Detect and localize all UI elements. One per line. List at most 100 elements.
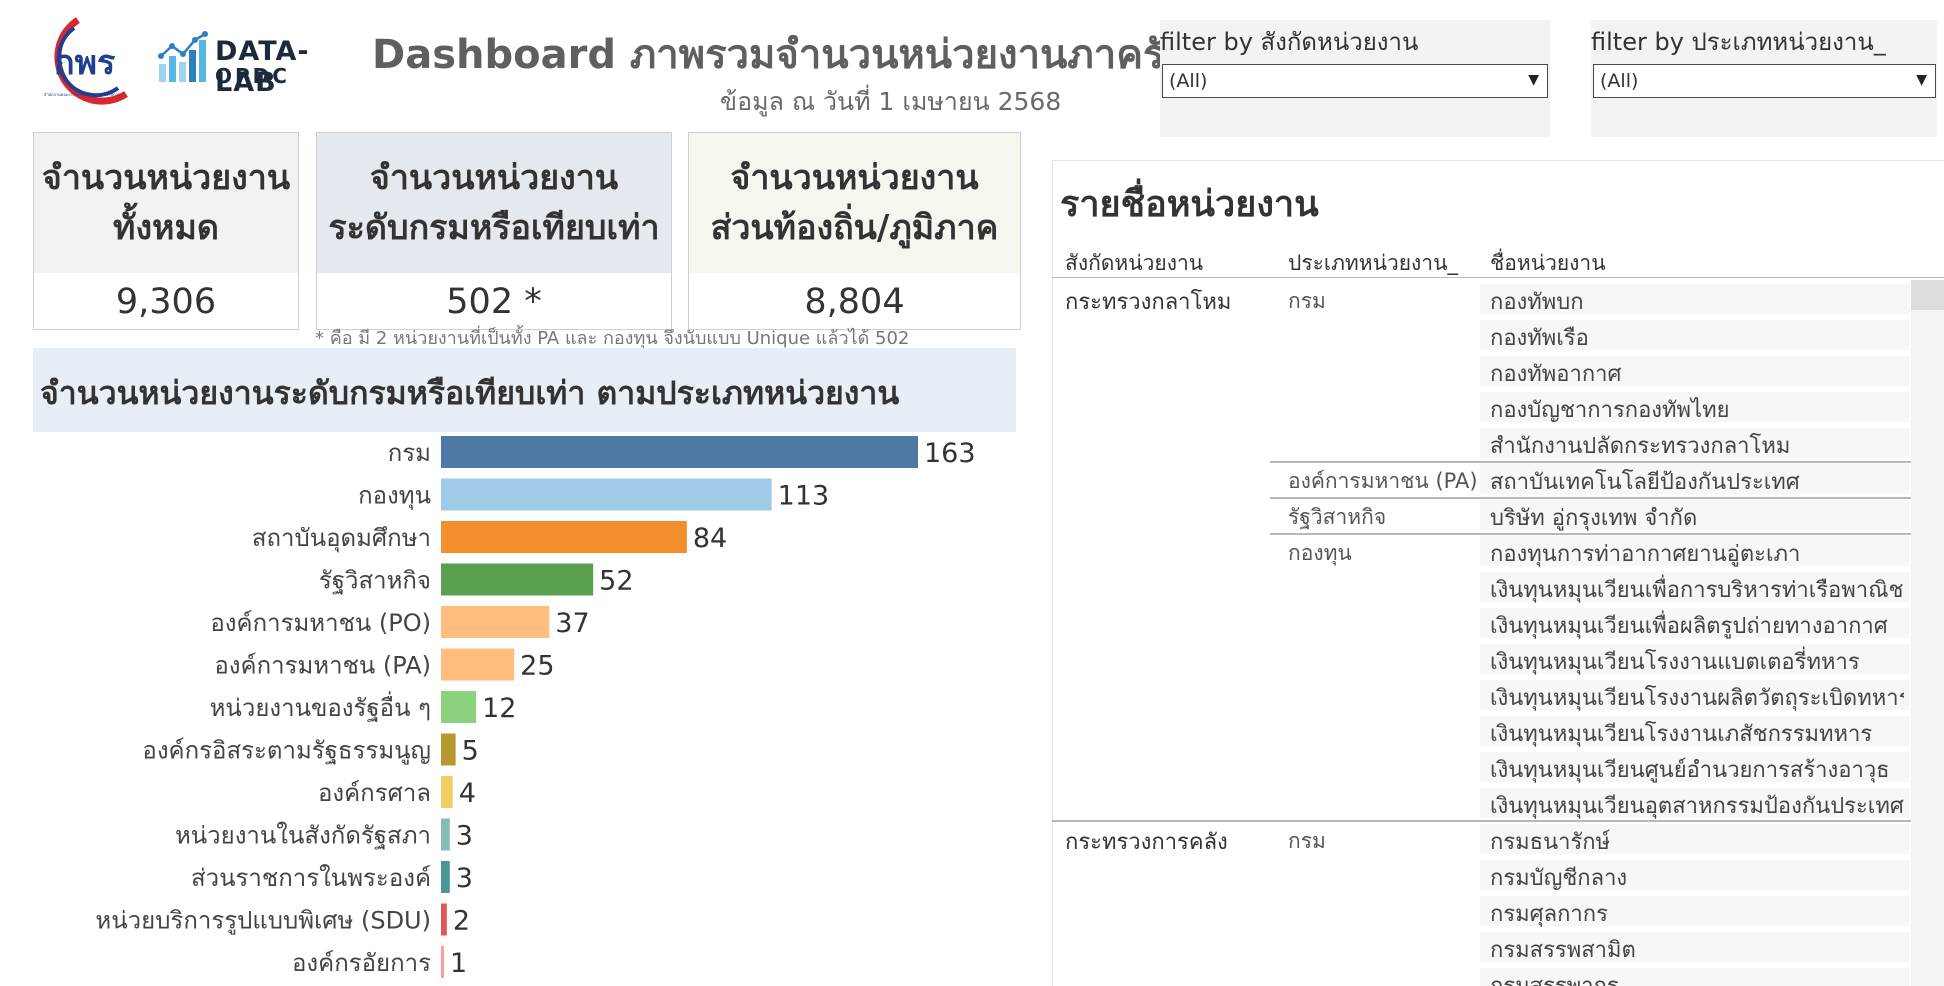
ocpd-logo-text: กพร: [54, 43, 116, 83]
kpi-local-title-2: ส่วนท้องถิ่น/ภูมิภาค: [711, 203, 999, 253]
bar-value-label: 163: [924, 438, 976, 469]
kpi-total-title-1: จำนวนหน่วยงาน: [42, 153, 290, 203]
bar[interactable]: [441, 564, 593, 596]
cell-unit-name[interactable]: สถาบันเทคโนโลยีป้องกันประเทศ: [1490, 464, 1904, 499]
bar-category-label: ส่วนราชการในพระองค์: [191, 864, 431, 892]
chart-title: จำนวนหน่วยงานระดับกรมหรือเทียบเท่า ตามปร…: [40, 368, 899, 419]
bar[interactable]: [441, 436, 918, 468]
cell-type: กรม: [1288, 285, 1326, 318]
cell-unit-name[interactable]: กองทัพบก: [1490, 284, 1904, 319]
column-header-name[interactable]: ชื่อหน่วยงาน: [1490, 247, 1606, 280]
cell-unit-name[interactable]: เงินทุนหมุนเวียนเพื่อการบริหารท่าเรือพาณ…: [1490, 572, 1904, 607]
cell-unit-name[interactable]: กองบัญชาการกองทัพไทย: [1490, 392, 1904, 427]
datalab-subtitle: OPDC: [215, 64, 290, 88]
cell-unit-name[interactable]: เงินทุนหมุนเวียนโรงงานแบตเตอรี่ทหาร: [1490, 644, 1904, 679]
bar-category-label: รัฐวิสาหกิจ: [319, 567, 431, 595]
bar[interactable]: [441, 776, 453, 808]
type-separator: [1270, 533, 1911, 535]
bar-category-label: กรม: [388, 439, 431, 467]
unit-list-title: รายชื่อหน่วยงาน: [1060, 175, 1319, 232]
bar[interactable]: [441, 861, 450, 893]
bar[interactable]: [441, 819, 450, 851]
cell-type: กรม: [1288, 825, 1326, 858]
dropdown-arrow-icon: ▼: [1528, 72, 1539, 88]
bar-chart: กรม 163 กองทุน 113 สถาบันอุดมศึกษา 84 รัฐวิสาห…: [33, 432, 1016, 986]
ocpd-logo: กพร สำนักงานคณะกรรมการพัฒนาระบบราชการ: [34, 16, 146, 108]
table-scrollbar[interactable]: [1911, 280, 1944, 986]
header-divider: [1052, 277, 1944, 278]
bar-value-label: 2: [453, 906, 470, 937]
type-separator: [1270, 461, 1911, 463]
cell-affiliation: กระทรวงกลาโหม: [1065, 284, 1231, 319]
bar-value-label: 5: [462, 736, 479, 767]
cell-unit-name[interactable]: เงินทุนหมุนเวียนโรงงานเภสัชกรรมทหาร: [1490, 716, 1904, 751]
cell-unit-name[interactable]: กรมสรรพากร: [1490, 968, 1904, 986]
column-header-affiliation[interactable]: สังกัดหน่วยงาน: [1065, 247, 1203, 280]
page-title: Dashboard ภาพรวมจำนวนหน่วยงานภาครัฐ: [372, 22, 1164, 86]
cell-affiliation: กระทรวงการคลัง: [1065, 824, 1228, 859]
bar-value-label: 52: [599, 566, 633, 597]
column-header-type[interactable]: ประเภทหน่วยงาน_: [1288, 247, 1458, 280]
bar-category-label: องค์การมหาชน (PO): [210, 609, 431, 637]
ocpd-logo-caption: สำนักงานคณะกรรมการพัฒนาระบบราชการ: [44, 92, 121, 97]
cell-unit-name[interactable]: บริษัท อู่กรุงเทพ จำกัด: [1490, 500, 1904, 535]
kpi-total-title-2: ทั้งหมด: [113, 203, 219, 253]
bar-category-label: หน่วยงานในสังกัดรัฐสภา: [175, 822, 431, 850]
cell-type: กองทุน: [1288, 537, 1352, 570]
page-subtitle: ข้อมูล ณ วันที่ 1 เมษายน 2568: [720, 82, 1061, 122]
group-separator: [1052, 820, 1911, 822]
cell-unit-name[interactable]: กรมธนารักษ์: [1490, 824, 1904, 859]
bar-category-label: สถาบันอุดมศึกษา: [252, 524, 431, 553]
cell-unit-name[interactable]: เงินทุนหมุนเวียนศูนย์อำนวยการสร้างอาวุธ: [1490, 752, 1904, 787]
bar-category-label: หน่วยงานของรัฐอื่น ๆ: [210, 691, 431, 722]
filter-affiliation-value: (All): [1169, 70, 1207, 92]
bar-category-label: องค์การมหาชน (PA): [214, 652, 431, 680]
kpi-total: จำนวนหน่วยงาน ทั้งหมด 9,306: [33, 132, 299, 330]
bar-value-label: 12: [482, 693, 516, 724]
bar-value-label: 4: [459, 778, 476, 809]
kpi-local: จำนวนหน่วยงาน ส่วนท้องถิ่น/ภูมิภาค 8,804: [688, 132, 1021, 330]
filter-type-value: (All): [1600, 70, 1638, 92]
filter-affiliation-dropdown[interactable]: (All) ▼: [1162, 64, 1548, 98]
bar-value-label: 3: [456, 821, 473, 852]
filter-type-dropdown[interactable]: (All) ▼: [1593, 64, 1936, 98]
bar-category-label: องค์กรศาล: [318, 779, 431, 807]
filter-type: filter by ประเภทหน่วยงาน_ (All) ▼: [1591, 20, 1937, 137]
bar-value-label: 25: [520, 651, 554, 682]
bar[interactable]: [441, 606, 549, 638]
kpi-department: จำนวนหน่วยงาน ระดับกรมหรือเทียบเท่า 502 *: [316, 132, 672, 330]
chart-growth-icon: [155, 30, 211, 86]
type-separator: [1270, 497, 1911, 499]
cell-unit-name[interactable]: กรมศุลกากร: [1490, 896, 1904, 931]
datalab-logo: DATA-LAB OPDC: [155, 30, 355, 88]
cell-unit-name[interactable]: เงินทุนหมุนเวียนเพื่อผลิตรูปถ่ายทางอากาศ: [1490, 608, 1904, 643]
bar[interactable]: [441, 904, 447, 936]
kpi-local-title-1: จำนวนหน่วยงาน: [730, 153, 978, 203]
cell-unit-name[interactable]: กองทัพเรือ: [1490, 320, 1904, 355]
bar[interactable]: [441, 691, 476, 723]
bar[interactable]: [441, 946, 444, 978]
cell-unit-name[interactable]: เงินทุนหมุนเวียนอุตสาหกรรมป้องกันประเทศ: [1490, 788, 1904, 823]
cell-unit-name[interactable]: กองทุนการท่าอากาศยานอู่ตะเภา: [1490, 536, 1904, 571]
filter-affiliation-label: filter by สังกัดหน่วยงาน: [1160, 22, 1418, 61]
bar[interactable]: [441, 521, 687, 553]
bar-value-label: 113: [778, 481, 830, 512]
cell-type: รัฐวิสาหกิจ: [1288, 501, 1386, 534]
cell-unit-name[interactable]: กรมบัญชีกลาง: [1490, 860, 1904, 895]
bar-value-label: 37: [555, 608, 589, 639]
kpi-total-value: 9,306: [34, 273, 298, 331]
kpi-department-title-2: ระดับกรมหรือเทียบเท่า: [328, 203, 659, 253]
cell-type: องค์การมหาชน (PA): [1288, 465, 1478, 498]
table-scroll-thumb[interactable]: [1911, 280, 1944, 310]
bar[interactable]: [441, 649, 514, 681]
bar-category-label: องค์กรอิสระตามรัฐธรรมนูญ: [142, 737, 431, 766]
cell-unit-name[interactable]: กรมสรรพสามิต: [1490, 932, 1904, 967]
bar[interactable]: [441, 734, 456, 766]
bar[interactable]: [441, 479, 772, 511]
bar-category-label: หน่วยบริการรูปแบบพิเศษ (SDU): [95, 907, 431, 936]
bar-category-label: กองทุน: [358, 482, 431, 511]
cell-unit-name[interactable]: เงินทุนหมุนเวียนโรงงานผลิตวัตถุระเบิดทหา…: [1490, 680, 1904, 715]
cell-unit-name[interactable]: กองทัพอากาศ: [1490, 356, 1904, 391]
cell-unit-name[interactable]: สำนักงานปลัดกระทรวงกลาโหม: [1490, 428, 1904, 463]
bar-value-label: 3: [456, 863, 473, 894]
